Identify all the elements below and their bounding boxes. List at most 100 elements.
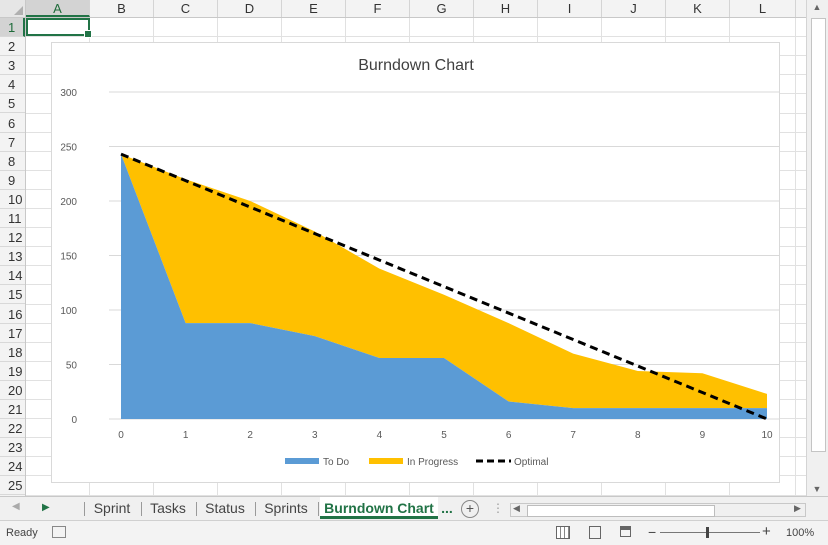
tab-splitter-icon[interactable]: ⋮ — [492, 501, 504, 515]
row-header-3[interactable]: 3 — [0, 56, 25, 76]
more-tabs-ellipsis[interactable]: ... — [441, 500, 453, 516]
vertical-scrollbar[interactable]: ▲ ▼ — [806, 0, 828, 496]
x-tick-label: 1 — [183, 430, 189, 441]
column-header-e[interactable]: E — [282, 0, 346, 17]
row-header-13[interactable]: 13 — [0, 247, 25, 267]
scroll-left-icon[interactable]: ◀ — [513, 503, 520, 513]
column-header-f[interactable]: F — [346, 0, 410, 17]
selected-cell-a1[interactable] — [26, 18, 92, 38]
row-header-19[interactable]: 19 — [0, 362, 25, 381]
row-header-14[interactable]: 14 — [0, 266, 25, 286]
column-header-c[interactable]: C — [154, 0, 218, 17]
row-header-6[interactable]: 6 — [0, 114, 25, 133]
horizontal-scrollbar[interactable]: ◀ ▶ — [510, 503, 806, 517]
row-header-25[interactable]: 25 — [0, 476, 25, 496]
macro-record-icon[interactable] — [52, 526, 66, 538]
series-area-to-do — [121, 154, 767, 419]
row-header-22[interactable]: 22 — [0, 419, 25, 439]
y-tick-label: 150 — [60, 252, 77, 263]
x-tick-label: 10 — [761, 430, 773, 441]
scroll-down-icon[interactable]: ▼ — [812, 484, 822, 494]
row-header-18[interactable]: 18 — [0, 343, 25, 362]
y-tick-label: 300 — [60, 88, 77, 99]
burndown-chart[interactable]: Burndown Chart 0 50 100 150 200 250 300 0 1 2 3 4 5 6 7… — [51, 42, 780, 483]
status-bar: Ready − + 100% — [0, 520, 828, 545]
row-header-7[interactable]: 7 — [0, 133, 25, 152]
horizontal-scroll-thumb[interactable] — [527, 505, 715, 517]
row-header-9[interactable]: 9 — [0, 171, 25, 190]
tab-burndown-chart[interactable]: Burndown Chart — [320, 497, 438, 519]
column-header-d[interactable]: D — [218, 0, 282, 17]
x-tick-label: 4 — [377, 430, 383, 441]
row-header-11[interactable]: 11 — [0, 209, 25, 229]
row-header-1[interactable]: 1 — [0, 18, 25, 38]
y-tick-label: 250 — [60, 143, 77, 154]
sheet-tab-bar: ◀ ▶ Sprint Tasks Status Sprints Burndown… — [0, 496, 828, 521]
row-header-2[interactable]: 2 — [0, 37, 25, 57]
column-header-k[interactable]: K — [666, 0, 730, 17]
select-all-corner[interactable] — [0, 0, 26, 17]
tab-status[interactable]: Status — [205, 500, 245, 516]
zoom-slider-thumb[interactable] — [706, 527, 709, 538]
normal-view-icon[interactable] — [556, 526, 570, 539]
scroll-up-icon[interactable]: ▲ — [812, 2, 822, 12]
tab-tasks[interactable]: Tasks — [150, 500, 186, 516]
row-header-15[interactable]: 15 — [0, 285, 25, 305]
x-tick-label: 3 — [312, 430, 318, 441]
x-tick-label: 0 — [118, 430, 124, 441]
grid-row-line — [26, 494, 806, 496]
x-tick-label: 9 — [700, 430, 706, 441]
row-header-24[interactable]: 24 — [0, 457, 25, 477]
column-header-b[interactable]: B — [90, 0, 154, 17]
y-tick-label: 200 — [60, 197, 77, 208]
fill-handle[interactable] — [84, 30, 92, 38]
row-header-8[interactable]: 8 — [0, 152, 25, 171]
series-area-in-progress — [121, 154, 767, 409]
x-tick-label: 8 — [635, 430, 641, 441]
chart-title: Burndown Chart — [358, 57, 474, 74]
legend-label-optimal: Optimal — [514, 457, 548, 468]
zoom-in-icon[interactable]: + — [762, 523, 771, 540]
zoom-out-icon[interactable]: − — [648, 524, 657, 540]
add-sheet-icon[interactable]: + — [461, 500, 479, 518]
grid-row-line — [26, 36, 806, 38]
y-tick-label: 0 — [71, 415, 77, 426]
vertical-scroll-thumb[interactable] — [811, 18, 826, 452]
grid-column-line — [795, 18, 796, 496]
row-header-20[interactable]: 20 — [0, 381, 25, 400]
legend-label-in-progress: In Progress — [407, 457, 458, 468]
row-header-10[interactable]: 10 — [0, 190, 25, 209]
column-header-a[interactable]: A — [26, 0, 90, 17]
row-header-17[interactable]: 17 — [0, 324, 25, 343]
row-header-4[interactable]: 4 — [0, 75, 25, 95]
row-header-16[interactable]: 16 — [0, 305, 25, 324]
column-header-g[interactable]: G — [410, 0, 474, 17]
zoom-slider-track[interactable] — [660, 532, 760, 533]
legend-swatch-to-do — [285, 458, 319, 464]
column-header-j[interactable]: J — [602, 0, 666, 17]
column-header-bar — [0, 0, 806, 18]
column-header-l[interactable]: L — [730, 0, 796, 17]
tab-sprints[interactable]: Sprints — [264, 500, 308, 516]
legend-label-to-do: To Do — [323, 457, 350, 468]
y-tick-label: 50 — [66, 361, 78, 372]
column-header-h[interactable]: H — [474, 0, 538, 17]
row-header-21[interactable]: 21 — [0, 400, 25, 420]
chart-svg: Burndown Chart 0 50 100 150 200 250 300 0 1 2 3 4 5 6 7… — [60, 57, 779, 468]
tab-scroll-right-icon[interactable]: ▶ — [42, 502, 50, 513]
row-header-12[interactable]: 12 — [0, 228, 25, 248]
x-tick-label: 6 — [506, 430, 512, 441]
row-header-23[interactable]: 23 — [0, 438, 25, 458]
tab-sprint[interactable]: Sprint — [93, 500, 131, 516]
zoom-level[interactable]: 100% — [786, 527, 815, 539]
row-header-5[interactable]: 5 — [0, 94, 25, 114]
tab-scroll-left-icon[interactable]: ◀ — [12, 501, 20, 512]
page-break-preview-icon[interactable] — [620, 526, 631, 537]
legend-swatch-in-progress — [369, 458, 403, 464]
x-tick-label: 5 — [441, 430, 447, 441]
scroll-right-icon[interactable]: ▶ — [794, 503, 801, 513]
column-header-i[interactable]: I — [538, 0, 602, 17]
y-tick-label: 100 — [60, 306, 77, 317]
page-layout-icon[interactable] — [589, 526, 601, 539]
status-ready: Ready — [6, 527, 38, 539]
